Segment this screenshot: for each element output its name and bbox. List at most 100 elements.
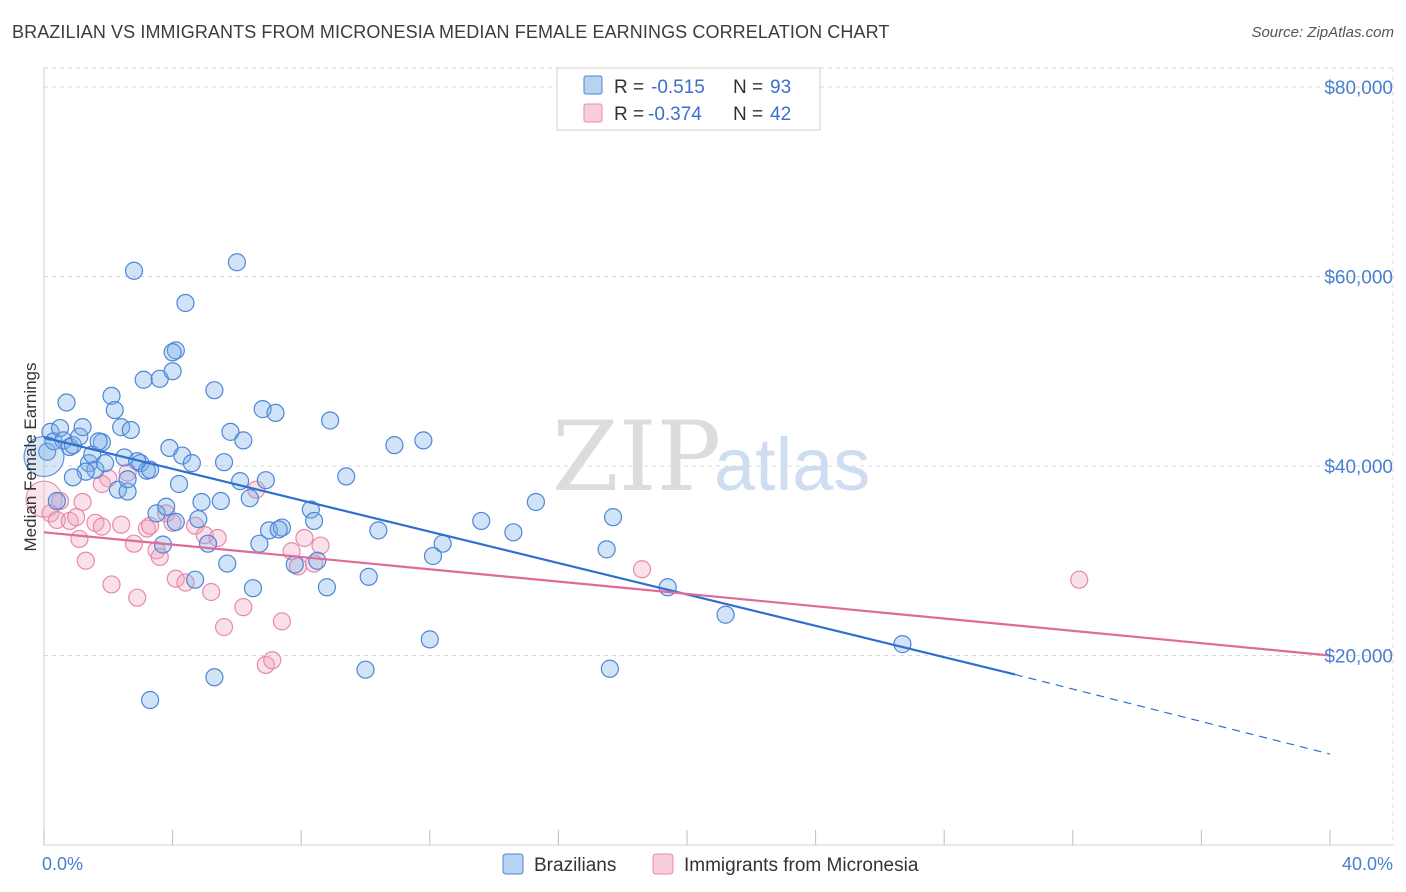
point-brazilians <box>169 474 189 494</box>
point-brazilians <box>211 491 230 511</box>
point-brazilians <box>414 431 433 450</box>
point-brazilians <box>337 467 356 486</box>
point-brazilians <box>472 511 491 531</box>
trend-lines <box>43 436 1331 755</box>
watermark: ZIP atlas <box>552 401 870 513</box>
point-brazilians <box>73 418 92 437</box>
point-brazilians <box>189 509 208 529</box>
point-micronesia <box>112 515 131 534</box>
point-micronesia <box>102 575 121 594</box>
point-brazilians <box>597 540 616 559</box>
point-brazilians <box>304 511 324 531</box>
legend-r-value-2: -0.374 <box>648 104 702 125</box>
point-brazilians <box>301 500 320 519</box>
point-brazilians <box>166 341 185 360</box>
legend-n-label-2: N = <box>733 104 763 125</box>
point-brazilians <box>308 551 327 570</box>
legend-r-value-1: -0.515 <box>651 77 705 98</box>
legend-swatch-brazilians <box>583 75 603 95</box>
point-brazilians <box>272 518 292 537</box>
point-brazilians <box>285 555 304 574</box>
legend-r-label-2: R = <box>614 104 644 125</box>
point-brazilians <box>321 411 340 430</box>
point-brazilians-cluster <box>23 436 65 477</box>
bottom-legend-swatch-brazilians <box>502 853 524 875</box>
point-brazilians <box>218 554 237 573</box>
legend-r-label-1: R = <box>614 77 644 98</box>
legend-n-value-2: 42 <box>770 104 791 125</box>
point-brazilians <box>134 370 153 389</box>
y-tick-label: $80,000 <box>1324 78 1393 99</box>
point-micronesia <box>124 534 144 553</box>
point-brazilians <box>121 420 140 440</box>
source-credit: Source: ZipAtlas.com <box>1251 24 1394 41</box>
point-brazilians <box>214 453 234 472</box>
point-micronesia <box>272 612 292 631</box>
point-brazilians <box>227 253 246 272</box>
point-micronesia <box>632 560 652 579</box>
point-brazilians <box>105 400 124 420</box>
bottom-legend-label-micronesia: Immigrants from Micronesia <box>684 855 919 876</box>
point-brazilians <box>124 261 144 280</box>
point-micronesia <box>128 588 147 607</box>
point-micronesia <box>234 598 253 617</box>
point-micronesia <box>208 528 227 548</box>
x-tick-label-max: 40.0% <box>1342 854 1393 874</box>
point-brazilians <box>166 512 185 531</box>
point-brazilians <box>47 491 66 511</box>
correlation-legend: R = -0.515 N = 93 R = -0.374 N = 42 <box>556 67 821 131</box>
point-brazilians <box>118 470 137 489</box>
point-brazilians <box>385 436 404 455</box>
point-micronesia <box>214 617 234 637</box>
series-legend: Brazilians Immigrants from Micronesia <box>502 853 919 876</box>
y-tick-label: $20,000 <box>1324 646 1393 667</box>
bottom-legend-label-brazilians: Brazilians <box>534 855 616 876</box>
point-brazilians <box>716 605 735 624</box>
point-brazilians <box>603 508 623 527</box>
point-brazilians <box>205 381 224 400</box>
point-micronesia <box>295 528 314 548</box>
point-brazilians <box>186 570 205 589</box>
point-brazilians <box>95 454 115 473</box>
watermark-zip: ZIP <box>552 401 721 513</box>
point-brazilians <box>600 659 619 678</box>
point-brazilians <box>240 489 259 508</box>
point-brazilians <box>243 579 263 598</box>
point-brazilians <box>356 660 375 679</box>
point-micronesia <box>137 519 156 538</box>
point-micronesia <box>263 651 282 670</box>
point-brazilians <box>176 293 195 313</box>
y-tick-labels: $20,000 $40,000 $60,000 $80,000 <box>1324 78 1393 668</box>
point-brazilians <box>359 567 378 586</box>
point-brazilians <box>526 492 545 512</box>
trend-line-micronesia <box>43 531 1331 657</box>
point-micronesia <box>76 551 95 570</box>
chart-title: BRAZILIAN VS IMMIGRANTS FROM MICRONESIA … <box>12 22 890 42</box>
point-brazilians <box>57 393 76 412</box>
legend-swatch-micronesia <box>583 103 603 123</box>
point-micronesia <box>311 536 330 555</box>
series-brazilians-points <box>23 253 912 710</box>
point-brazilians <box>38 442 57 461</box>
point-brazilians <box>269 520 288 539</box>
y-tick-label: $60,000 <box>1324 267 1393 288</box>
point-micronesia <box>92 517 111 536</box>
y-tick-label: $40,000 <box>1324 457 1393 478</box>
point-brazilians <box>317 578 337 597</box>
point-micronesia <box>202 582 221 602</box>
point-brazilians <box>173 446 192 465</box>
point-micronesia <box>73 492 92 512</box>
watermark-atlas: atlas <box>714 423 870 506</box>
bottom-legend-swatch-micronesia <box>652 853 674 875</box>
point-brazilians <box>205 668 224 687</box>
point-brazilians <box>89 432 108 451</box>
point-brazilians <box>256 471 275 490</box>
point-brazilians <box>41 422 60 441</box>
point-brazilians <box>147 504 166 523</box>
point-brazilians <box>63 468 83 487</box>
point-brazilians <box>893 635 912 654</box>
legend-n-value-1: 93 <box>770 77 791 98</box>
point-brazilians <box>163 343 182 362</box>
legend-n-label-1: N = <box>733 77 763 98</box>
